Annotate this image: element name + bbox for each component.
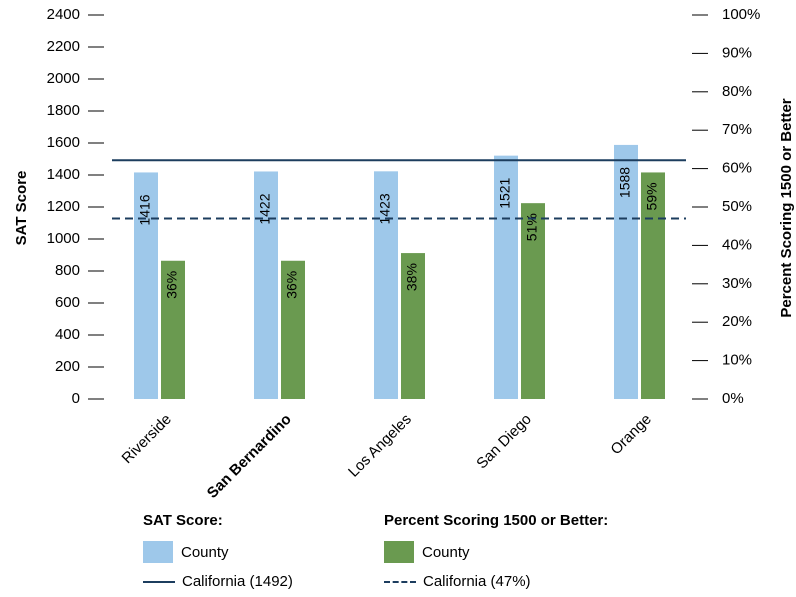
pct-bar-label: 59% [644, 182, 660, 210]
pct-bar-label: 38% [404, 263, 420, 291]
right-tick-label: 90% [722, 44, 752, 61]
right-tick-label: 70% [722, 121, 752, 138]
pct-county-bar [521, 203, 545, 399]
sat-bar-label: 1423 [377, 193, 393, 224]
legend-sat-california: California (1492) [143, 573, 293, 590]
legend-solid-line [143, 580, 175, 583]
right-tick-label: 30% [722, 275, 752, 292]
legend-sat-title: SAT Score: [143, 512, 223, 529]
legend-pct-california-label: California (47%) [423, 573, 531, 590]
category-labels: Riverside San Bernardino Los Angeles San Di… [119, 411, 655, 500]
category-label: Orange [607, 411, 654, 458]
sat-bar-label: 1422 [257, 193, 273, 224]
left-tick-label: 400 [55, 326, 80, 343]
sat-chart: 0 200 400 600 800 1000 1200 1400 1600 1800 2000 220… [13, 6, 795, 500]
right-tick-label: 80% [722, 83, 752, 100]
pct-bar-label: 51% [524, 213, 540, 241]
y-axis-title-right: Percent Scoring 1500 or Better [778, 98, 795, 317]
sat-county-bar [494, 155, 518, 399]
pct-bar-label: 36% [284, 271, 300, 299]
category-label: San Diego [473, 411, 535, 473]
right-tick-label: 40% [722, 236, 752, 253]
pct-bar-label: 36% [164, 271, 180, 299]
legend-pct-california: California (47%) [384, 573, 531, 590]
left-tick-label: 2000 [47, 70, 80, 87]
sat-county-bar [374, 171, 398, 399]
right-tick-label: 0% [722, 390, 744, 407]
left-tick-label: 200 [55, 358, 80, 375]
legend-dashed-line [384, 580, 416, 583]
legend-pct-county-label: County [422, 543, 470, 561]
legend-swatch-sat-county [143, 541, 173, 563]
pct-county-bar [161, 260, 185, 399]
sat-bar-label: 1521 [497, 177, 513, 208]
category-label: San Bernardino [204, 411, 295, 500]
left-tick-label: 1800 [47, 102, 80, 119]
left-tick-label: 600 [55, 294, 80, 311]
left-axis: 0 200 400 600 800 1000 1200 1400 1600 1800 2000 220… [47, 6, 104, 407]
left-tick-label: 2400 [47, 6, 80, 23]
left-tick-label: 1000 [47, 230, 80, 247]
right-tick-label: 20% [722, 313, 752, 330]
right-tick-label: 50% [722, 198, 752, 215]
pct-county-bar [401, 253, 425, 399]
category-label: Los Angeles [345, 411, 415, 481]
legend-sat-county: County [143, 541, 229, 563]
sat-county-bar [134, 172, 158, 399]
legend-pct-title: Percent Scoring 1500 or Better: [384, 512, 609, 529]
legend-swatch-pct-county [384, 541, 414, 563]
sat-bar-label: 1588 [617, 167, 633, 198]
legend-pct-county: County [384, 541, 470, 563]
legend-sat-county-label: County [181, 543, 229, 561]
left-tick-label: 0 [72, 390, 80, 407]
pct-county-bar [641, 172, 665, 399]
right-tick-label: 60% [722, 160, 752, 177]
pct-county-bar [281, 260, 305, 399]
sat-bar-label: 1416 [137, 194, 153, 225]
left-tick-label: 1200 [47, 198, 80, 215]
left-tick-label: 800 [55, 262, 80, 279]
category-label: Riverside [119, 411, 175, 467]
right-tick-label: 100% [722, 6, 760, 23]
left-tick-label: 2200 [47, 38, 80, 55]
right-axis: 0% 10% 20% 30% 40% 50% 60% 70% 80% 90% 100% [692, 6, 760, 407]
right-tick-label: 10% [722, 352, 752, 369]
legend-sat-california-label: California (1492) [182, 573, 293, 590]
sat-county-bar [254, 171, 278, 399]
left-tick-label: 1400 [47, 166, 80, 183]
bars: 1416 36% 1422 36% 1423 38% 1521 51% 1588 59% [134, 144, 665, 399]
y-axis-title-left: SAT Score [13, 171, 30, 246]
reference-lines [112, 159, 686, 220]
left-tick-label: 1600 [47, 134, 80, 151]
sat-county-bar [614, 144, 638, 399]
